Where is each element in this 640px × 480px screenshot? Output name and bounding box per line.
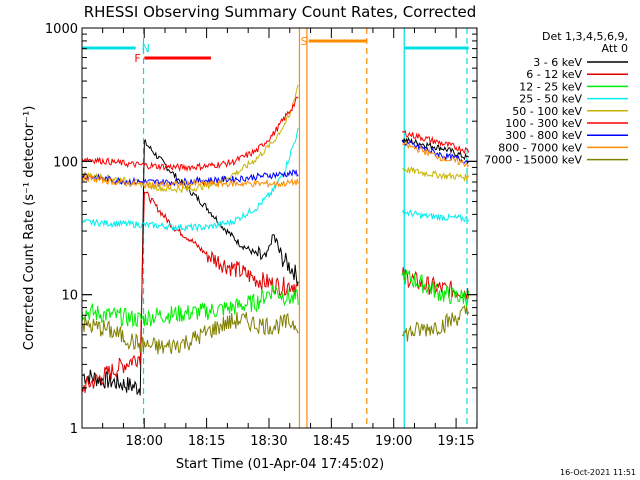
legend-label-1: 6 - 12 keV bbox=[526, 68, 582, 81]
y-axis-label: Corrected Count Rate (s⁻¹ detector⁻¹) bbox=[22, 106, 37, 351]
legend-label-0: 3 - 6 keV bbox=[533, 56, 582, 69]
flag-s-label: S bbox=[301, 35, 308, 48]
x-tick-label-0: 18:00 bbox=[126, 434, 163, 449]
legend-label-5: 100 - 300 keV bbox=[505, 117, 582, 130]
series-line-8-1 bbox=[401, 304, 470, 342]
y-tick-label-0: 1 bbox=[70, 422, 78, 437]
series-line-8-0 bbox=[82, 312, 299, 355]
series-line-0-0 bbox=[82, 139, 299, 396]
y-tick-label-2: 100 bbox=[53, 155, 78, 170]
legend-label-7: 800 - 7000 keV bbox=[498, 141, 582, 154]
series-line-4-1 bbox=[402, 166, 470, 183]
legend-label-3: 25 - 50 keV bbox=[519, 93, 582, 106]
y-tick-label-3: 1000 bbox=[45, 22, 78, 37]
x-tick-label-1: 18:15 bbox=[188, 434, 225, 449]
series-line-3-0 bbox=[82, 127, 299, 233]
chart-title: RHESSI Observing Summary Count Rates, Co… bbox=[84, 3, 477, 21]
flag-n-label: N bbox=[142, 42, 150, 55]
flag-f-label: F bbox=[134, 52, 140, 65]
x-tick-label-4: 19:00 bbox=[375, 434, 412, 449]
series-line-3-1 bbox=[401, 209, 470, 223]
series-line-5-1 bbox=[401, 129, 470, 154]
x-tick-label-2: 18:30 bbox=[250, 434, 287, 449]
plot-frame bbox=[81, 27, 478, 429]
x-tick-label-3: 18:45 bbox=[313, 434, 350, 449]
legend-label-4: 50 - 100 keV bbox=[512, 105, 582, 118]
series-line-4-0 bbox=[82, 84, 299, 194]
series-line-6-0 bbox=[82, 169, 299, 187]
series-line-1-0 bbox=[82, 191, 299, 394]
series-line-2-1 bbox=[401, 269, 470, 307]
series-line-2-0 bbox=[82, 284, 299, 328]
series-line-7-1 bbox=[402, 141, 470, 168]
y-tick-label-1: 10 bbox=[61, 289, 78, 304]
legend-header-line-2: Att 0 bbox=[602, 42, 628, 55]
series-line-5-0 bbox=[82, 96, 299, 173]
x-tick-label-5: 19:15 bbox=[437, 434, 474, 449]
legend-label-6: 300 - 800 keV bbox=[505, 129, 582, 142]
legend-label-2: 12 - 25 keV bbox=[519, 80, 582, 93]
x-axis-label: Start Time (01-Apr-04 17:45:02) bbox=[176, 457, 384, 472]
legend-label-8: 7000 - 15000 keV bbox=[484, 154, 582, 167]
series-line-6-1 bbox=[401, 139, 470, 165]
series-line-7-0 bbox=[82, 173, 299, 189]
generation-timestamp: 16-Oct-2021 11:51 bbox=[560, 468, 636, 477]
legend-header-line-1: Det 1,3,4,5,6,9, bbox=[542, 30, 628, 43]
